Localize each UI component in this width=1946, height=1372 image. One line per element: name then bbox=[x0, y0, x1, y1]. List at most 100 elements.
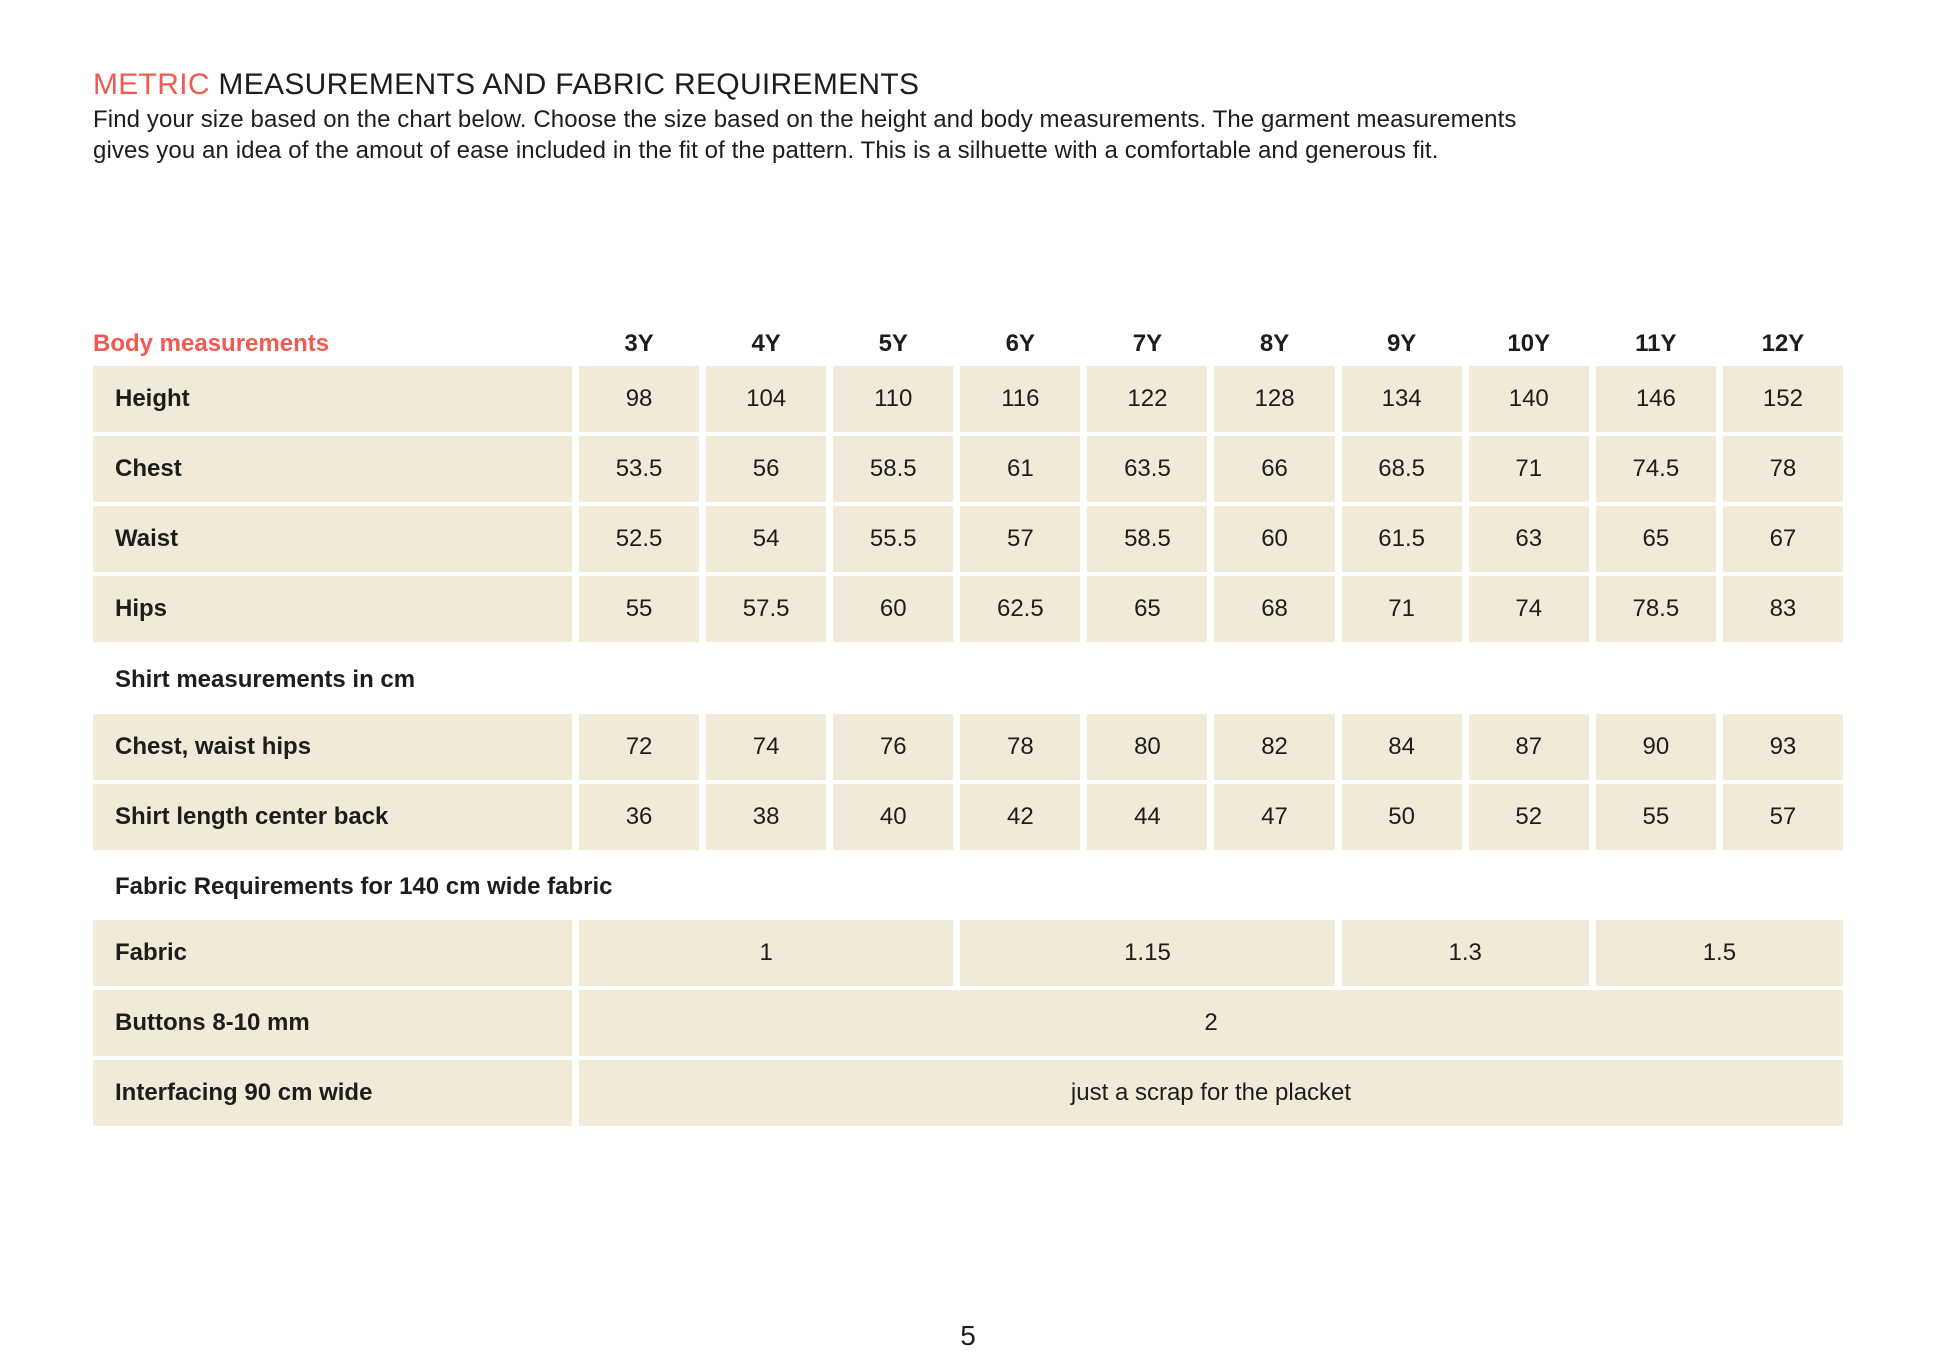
row-label: Fabric bbox=[93, 920, 572, 986]
cell-value: 122 bbox=[1087, 366, 1208, 432]
row-label: Shirt length center back bbox=[93, 784, 572, 850]
cell-value-merged: 2 bbox=[579, 990, 1843, 1056]
cell-value: 52.5 bbox=[579, 506, 700, 572]
cell-value: 63.5 bbox=[1087, 436, 1208, 502]
cell-value: 83 bbox=[1722, 576, 1843, 642]
row-label: Chest bbox=[93, 436, 572, 502]
cell-value: 116 bbox=[960, 366, 1081, 432]
cell-value-merged: 1.15 bbox=[960, 920, 1335, 986]
section-title-shirt-measurements: Shirt measurements in cm bbox=[115, 666, 416, 693]
cell-value: 50 bbox=[1341, 784, 1462, 850]
cell-value: 93 bbox=[1722, 714, 1843, 780]
cell-value: 71 bbox=[1468, 436, 1589, 502]
table-row-shirt-length: Shirt length center back 36 38 40 42 44 … bbox=[93, 784, 1843, 850]
intro-line: Find your size based on the chart below.… bbox=[93, 106, 1517, 133]
cell-value: 54 bbox=[706, 506, 827, 572]
cell-value: 57 bbox=[1722, 784, 1843, 850]
cell-value: 65 bbox=[1595, 506, 1716, 572]
cell-value: 58.5 bbox=[1087, 506, 1208, 572]
intro-paragraph: Find your size based on the chart below.… bbox=[93, 105, 1516, 166]
cell-value: 47 bbox=[1214, 784, 1335, 850]
cell-value: 78.5 bbox=[1595, 576, 1716, 642]
cell-value: 66 bbox=[1214, 436, 1335, 502]
size-header-5y: 5Y bbox=[878, 330, 908, 357]
cell-value: 72 bbox=[579, 714, 700, 780]
cell-value: 78 bbox=[1722, 436, 1843, 502]
cell-value: 53.5 bbox=[579, 436, 700, 502]
header-body-measurements: Body measurements bbox=[93, 330, 330, 357]
cell-value: 55.5 bbox=[833, 506, 954, 572]
cell-value: 74 bbox=[1468, 576, 1589, 642]
cell-value: 134 bbox=[1341, 366, 1462, 432]
cell-value: 90 bbox=[1595, 714, 1716, 780]
cell-value: 62.5 bbox=[960, 576, 1081, 642]
cell-value: 84 bbox=[1341, 714, 1462, 780]
cell-value: 74.5 bbox=[1595, 436, 1716, 502]
cell-value: 42 bbox=[960, 784, 1081, 850]
size-header-9y: 9Y bbox=[1386, 330, 1417, 357]
size-header-3y: 3Y bbox=[624, 330, 654, 357]
cell-value: 71 bbox=[1341, 576, 1462, 642]
cell-value: 128 bbox=[1214, 366, 1335, 432]
size-header-7y: 7Y bbox=[1132, 330, 1163, 357]
cell-value-merged: 1.3 bbox=[1341, 920, 1589, 986]
table-row-height: Height 98 104 110 116 122 128 134 140 14… bbox=[93, 366, 1843, 432]
cell-value: 52 bbox=[1468, 784, 1589, 850]
page-title-highlight: METRIC bbox=[93, 68, 210, 101]
size-header-4y: 4Y bbox=[751, 330, 781, 357]
cell-value: 78 bbox=[960, 714, 1081, 780]
cell-value: 74 bbox=[706, 714, 827, 780]
row-label: Interfacing 90 cm wide bbox=[93, 1060, 572, 1126]
cell-value: 60 bbox=[833, 576, 954, 642]
table-header-row: Body measurements 3Y 4Y 5Y 6Y 7Y 8Y 9Y 1… bbox=[93, 322, 1843, 366]
cell-value: 58.5 bbox=[833, 436, 954, 502]
page-title-rest: MEASUREMENTS AND FABRIC REQUIREMENTS bbox=[209, 68, 920, 101]
cell-value: 44 bbox=[1087, 784, 1208, 850]
cell-value: 152 bbox=[1722, 366, 1843, 432]
cell-value: 55 bbox=[579, 576, 700, 642]
row-label: Hips bbox=[93, 576, 572, 642]
cell-value: 65 bbox=[1087, 576, 1208, 642]
page-number: 5 bbox=[960, 1320, 976, 1351]
size-header-8y: 8Y bbox=[1259, 330, 1290, 357]
table-row-interfacing: Interfacing 90 cm wide just a scrap for … bbox=[93, 1060, 1843, 1126]
cell-value: 110 bbox=[833, 366, 954, 432]
cell-value: 146 bbox=[1595, 366, 1716, 432]
cell-value-merged: 1.5 bbox=[1595, 920, 1843, 986]
table-row-chest: Chest 53.5 56 58.5 61 63.5 66 68.5 71 74… bbox=[93, 436, 1843, 502]
table-row-chest-waist-hips: Chest, waist hips 72 74 76 78 80 82 84 8… bbox=[93, 714, 1843, 780]
row-label: Chest, waist hips bbox=[93, 714, 572, 780]
cell-value: 61 bbox=[960, 436, 1081, 502]
measurements-table: Body measurements 3Y 4Y 5Y 6Y 7Y 8Y 9Y 1… bbox=[93, 322, 1843, 1130]
cell-value: 82 bbox=[1214, 714, 1335, 780]
table-row-hips: Hips 55 57.5 60 62.5 65 68 71 74 78.5 83 bbox=[93, 576, 1843, 642]
cell-value: 104 bbox=[706, 366, 827, 432]
table-row-waist: Waist 52.5 54 55.5 57 58.5 60 61.5 63 65… bbox=[93, 506, 1843, 572]
cell-value: 61.5 bbox=[1341, 506, 1462, 572]
size-header-11y: 11Y bbox=[1635, 330, 1677, 357]
cell-value: 98 bbox=[579, 366, 700, 432]
cell-value: 67 bbox=[1722, 506, 1843, 572]
table-row-buttons: Buttons 8-10 mm 2 bbox=[93, 990, 1843, 1056]
cell-value: 56 bbox=[706, 436, 827, 502]
row-label: Buttons 8-10 mm bbox=[93, 990, 572, 1056]
cell-value: 38 bbox=[706, 784, 827, 850]
table-row-fabric: Fabric 1 1.15 1.3 1.5 bbox=[93, 920, 1843, 986]
cell-value: 80 bbox=[1087, 714, 1208, 780]
cell-value: 40 bbox=[833, 784, 954, 850]
page-title: METRIC MEASUREMENTS AND FABRIC REQUIREME… bbox=[93, 68, 919, 102]
section-title-fabric-requirements: Fabric Requirements for 140 cm wide fabr… bbox=[115, 873, 613, 900]
cell-value: 87 bbox=[1468, 714, 1589, 780]
row-label: Waist bbox=[93, 506, 572, 572]
size-header-10y: 10Y bbox=[1507, 330, 1551, 357]
cell-value-merged: 1 bbox=[579, 920, 954, 986]
cell-value: 68 bbox=[1214, 576, 1335, 642]
cell-value: 36 bbox=[579, 784, 700, 850]
cell-value: 63 bbox=[1468, 506, 1589, 572]
cell-value: 140 bbox=[1468, 366, 1589, 432]
cell-value: 68.5 bbox=[1341, 436, 1462, 502]
cell-value: 76 bbox=[833, 714, 954, 780]
cell-value: 55 bbox=[1595, 784, 1716, 850]
cell-value: 57.5 bbox=[706, 576, 827, 642]
cell-value: 60 bbox=[1214, 506, 1335, 572]
